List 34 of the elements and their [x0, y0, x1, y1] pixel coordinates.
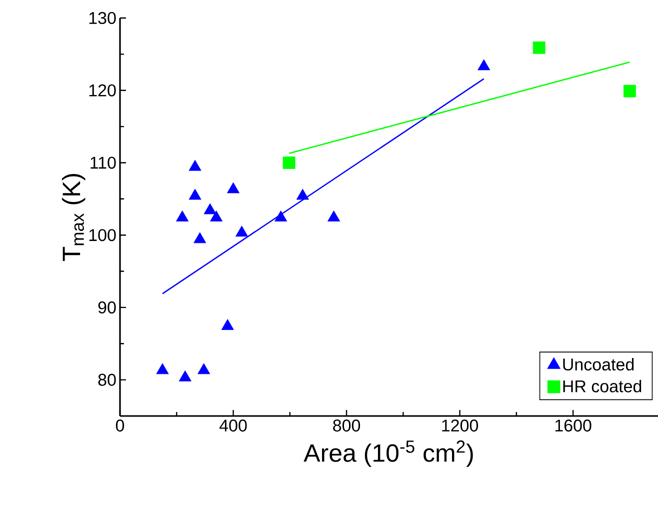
y-axis-title: T$_{max}$ (K): [62, 174, 86, 261]
x-tick-label: 400: [219, 420, 247, 432]
point: [221, 319, 234, 330]
point: [194, 232, 206, 244]
legend-label: HR coated: [563, 380, 642, 392]
y-tick-label: 80: [98, 374, 116, 386]
point: [227, 182, 240, 194]
x-tick-label: 0: [116, 420, 124, 432]
point: [296, 188, 309, 200]
point: [198, 363, 210, 374]
point: [188, 188, 202, 200]
y-tick-label: 90: [98, 301, 116, 314]
point: [328, 210, 340, 222]
y-tick-label: 120: [89, 84, 116, 96]
point: [178, 370, 192, 382]
point: [204, 203, 216, 214]
x-tick-label: 1200: [442, 420, 478, 432]
point: [176, 210, 189, 222]
x-tick-label: 1600: [555, 420, 592, 432]
x-tick-label: 800: [333, 420, 360, 432]
point: [282, 156, 296, 169]
point: [188, 160, 202, 171]
point: [210, 210, 223, 222]
x-axis-title: Area (10$^{-5}$ cm$^{2}$): [304, 440, 473, 467]
point: [274, 210, 288, 222]
legend-label: Uncoated: [563, 358, 634, 371]
point: [478, 59, 490, 70]
point: [532, 41, 546, 54]
y-tick-label: 100: [89, 229, 116, 242]
y-tick-label: 110: [90, 156, 116, 169]
point: [236, 226, 248, 237]
point: [623, 84, 636, 98]
y-tick-label: 130: [89, 12, 116, 24]
point: [156, 363, 169, 374]
